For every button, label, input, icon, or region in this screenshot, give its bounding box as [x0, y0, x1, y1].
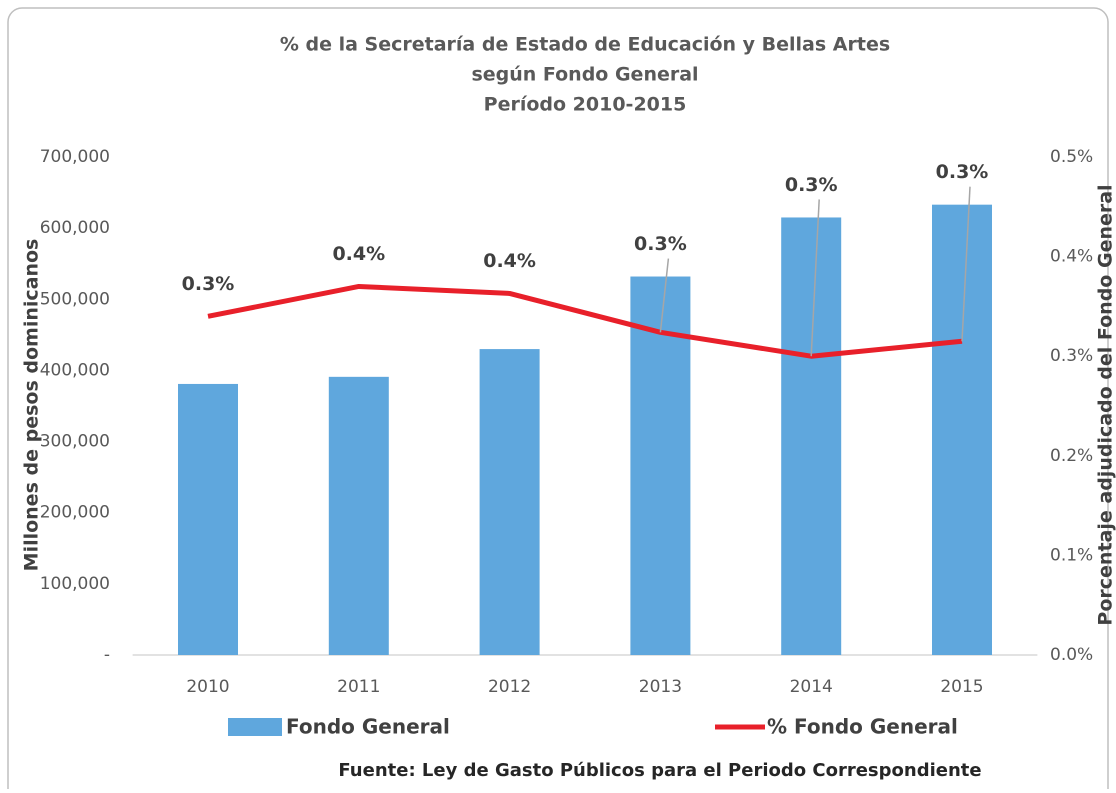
legend-label: Fondo General [286, 715, 450, 739]
x-tick-label: 2012 [488, 677, 531, 697]
bar [329, 377, 389, 655]
bar [178, 384, 238, 655]
chart-title: Período 2010-2015 [484, 94, 687, 116]
x-tick-label: 2015 [940, 677, 983, 697]
y-tick-label: 300,000 [40, 432, 110, 452]
data-label: 0.4% [332, 243, 385, 265]
data-label: 0.3% [634, 233, 687, 255]
y-tick-label: - [104, 645, 110, 665]
chart-title: según Fondo General [471, 64, 698, 86]
y-tick-label: 700,000 [40, 147, 110, 167]
chart-title: % de la Secretaría de Estado de Educació… [280, 34, 890, 56]
data-label: 0.3% [785, 174, 838, 196]
y-tick-label: 500,000 [40, 289, 110, 309]
y-tick-label: 200,000 [40, 503, 110, 523]
y-tick-label: 600,000 [40, 218, 110, 238]
y-tick-label: 100,000 [40, 574, 110, 594]
data-label: 0.3% [936, 161, 989, 183]
data-label: 0.4% [483, 250, 536, 272]
y2-tick-label: 0.1% [1050, 545, 1093, 565]
source-note: Fuente: Ley de Gasto Públicos para el Pe… [338, 760, 981, 781]
y2-axis-title: Porcentaje adjudicado del Fondo General [1095, 184, 1116, 625]
y2-tick-label: 0.5% [1050, 147, 1093, 167]
x-tick-label: 2010 [186, 677, 229, 697]
bar [781, 217, 841, 655]
bar [480, 349, 540, 655]
x-tick-label: 2013 [639, 677, 682, 697]
y2-tick-label: 0.0% [1050, 645, 1093, 665]
y2-tick-label: 0.2% [1050, 446, 1093, 466]
y2-tick-label: 0.3% [1050, 346, 1093, 366]
y-tick-label: 400,000 [40, 360, 110, 380]
x-tick-label: 2014 [790, 677, 833, 697]
legend-swatch [228, 718, 282, 736]
y2-tick-label: 0.4% [1050, 247, 1093, 267]
bar [932, 205, 992, 655]
x-tick-label: 2011 [337, 677, 380, 697]
legend-label: % Fondo General [767, 715, 958, 739]
data-label: 0.3% [182, 273, 235, 295]
